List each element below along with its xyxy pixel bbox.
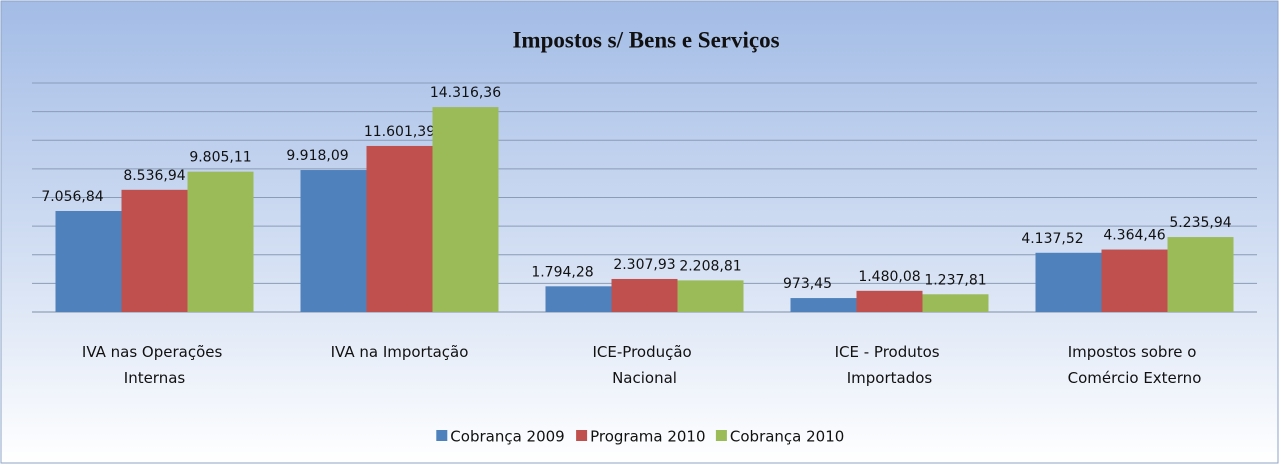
- data-label: 8.536,94: [123, 168, 185, 184]
- data-label: 1.480,08: [858, 269, 920, 285]
- bar: [790, 298, 857, 312]
- bar: [677, 280, 744, 312]
- bar: [187, 171, 254, 312]
- data-label: 11.601,39: [364, 124, 435, 140]
- x-tick-label: ICE-Produção Nacional: [593, 343, 697, 387]
- legend-label: Programa 2010: [590, 428, 705, 446]
- x-tick-label: IVA nas Operações Internas: [82, 343, 227, 387]
- data-label: 5.235,94: [1169, 215, 1231, 231]
- bar: [55, 210, 122, 312]
- x-tick-label: ICE - Produtos Importados: [835, 343, 945, 387]
- x-tick-label: IVA na Importação: [331, 343, 469, 361]
- bar: [121, 189, 188, 312]
- bar: [432, 107, 499, 312]
- bar: [922, 294, 989, 312]
- chart-title: Impostos s/ Bens e Serviços: [512, 27, 779, 52]
- data-label: 7.056,84: [41, 189, 103, 205]
- data-label: 1.237,81: [924, 272, 986, 288]
- data-label: 9.805,11: [189, 150, 251, 166]
- data-label: 4.137,52: [1021, 231, 1083, 247]
- bar: [300, 170, 367, 312]
- legend-swatch: [436, 430, 448, 441]
- bar: [1167, 237, 1234, 312]
- bar: [1035, 252, 1102, 312]
- bar: [1101, 249, 1168, 312]
- bar: [545, 286, 612, 312]
- data-label: 14.316,36: [430, 85, 501, 101]
- data-label: 1.794,28: [531, 264, 593, 280]
- data-label: 9.918,09: [286, 148, 348, 164]
- legend-swatch: [715, 430, 727, 441]
- x-tick-label: Impostos sobre o Comércio Externo: [1068, 343, 1202, 387]
- legend-swatch: [576, 430, 588, 441]
- bar: [611, 278, 678, 312]
- bar: [856, 290, 923, 312]
- data-label: 2.208,81: [679, 258, 741, 274]
- legend-label: Cobrança 2010: [730, 428, 844, 446]
- legend-label: Cobrança 2009: [450, 428, 564, 446]
- bar: [366, 145, 433, 312]
- data-label: 2.307,93: [613, 257, 675, 273]
- data-label: 973,45: [783, 276, 832, 292]
- data-label: 4.364,46: [1103, 228, 1165, 244]
